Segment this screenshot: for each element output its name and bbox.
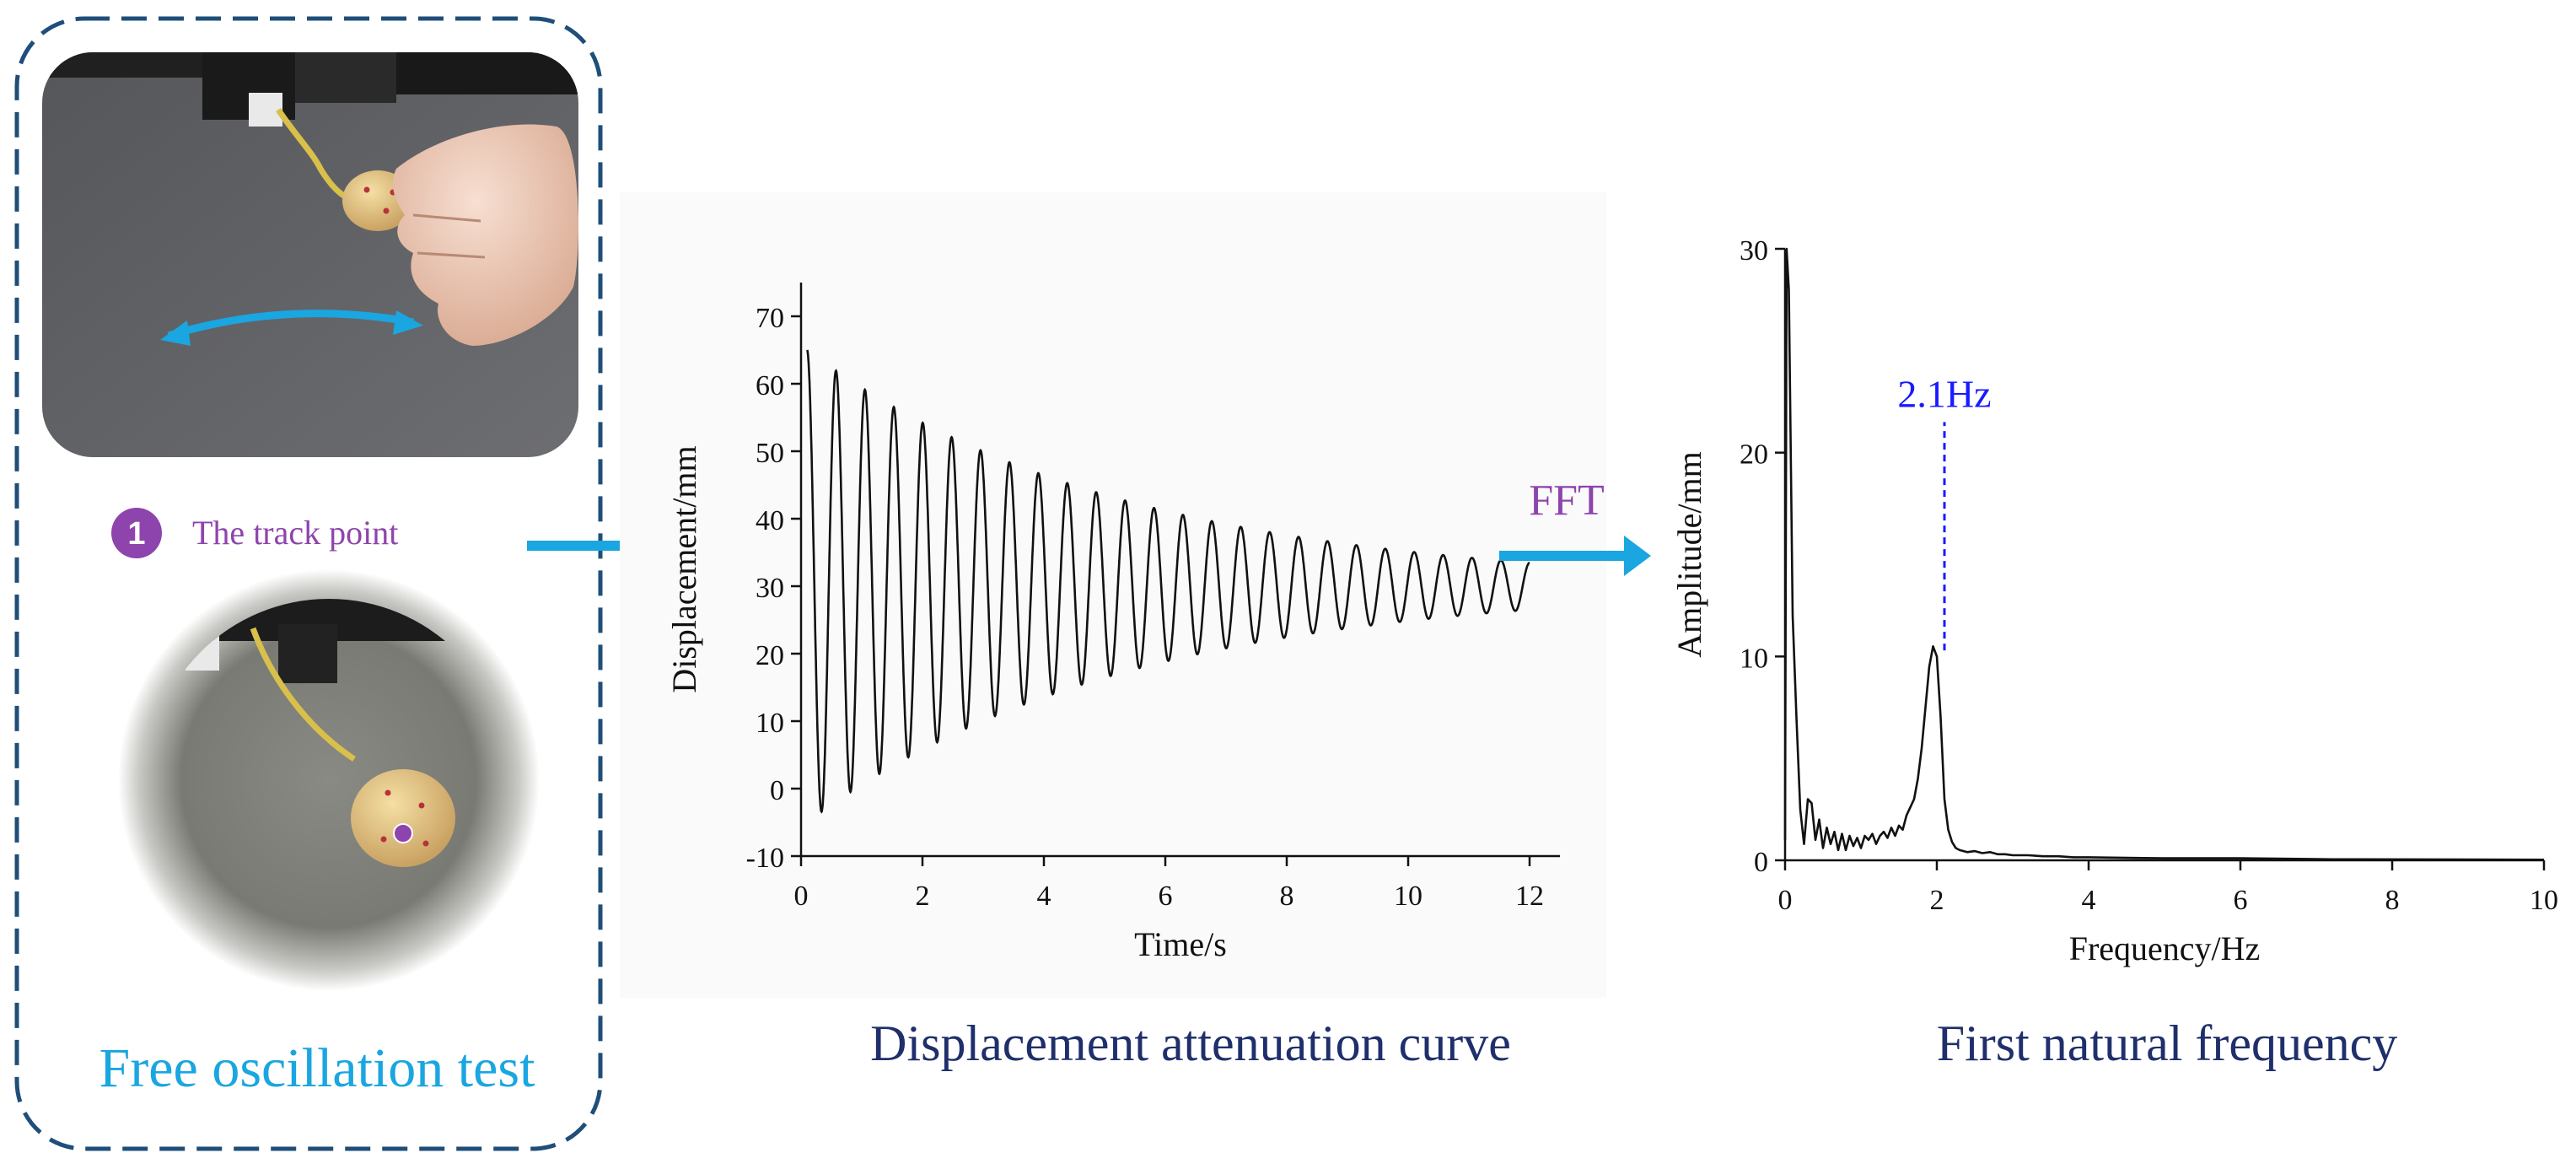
fft-line [1783,247,2545,861]
middle-panel: 0 2 4 6 8 10 12 -10 0 10 20 30 40 50 60 70 Time/s Displac… [620,192,1606,1071]
fft-chart: 0 2 4 6 8 10 0 10 20 30 Frequency/Hz Amplitude/mm 2.… [1670,235,2558,967]
track-point-text: The track point [192,514,398,552]
y-tick-label: 30 [1740,235,1768,267]
right-arrow-icon [1499,536,1651,576]
x-tick-label: 4 [2082,885,2096,916]
track-marker-number: 1 [127,516,145,552]
x-tick-label: 10 [2530,885,2558,916]
track-marker-icon [111,508,162,558]
y-tick-label: 20 [1740,439,1768,471]
double-arrow-icon [160,310,423,346]
y-axis-label: Displacement/mm [665,445,703,692]
y-tick-label: 0 [1754,847,1768,878]
y-tick-label: 10 [756,708,784,739]
bottom-photo [118,569,540,991]
right-caption: First natural frequency [1937,1015,2397,1071]
displacement-chart: 0 2 4 6 8 10 12 -10 0 10 20 30 40 50 60 70 Time/s Displac… [665,283,1560,963]
dashed-border [14,16,603,1151]
x-tick-label: 8 [1280,881,1294,912]
displacement-line [806,349,1530,814]
y-tick-label: 50 [756,438,784,469]
y-tick-label: 0 [770,775,784,806]
y-tick-label: 40 [756,505,784,536]
fft-label: FFT [1529,477,1605,525]
x-tick-label: 2 [916,881,930,912]
x-tick-label: 6 [1159,881,1173,912]
track-point-marker [393,823,413,843]
y-tick-label: -10 [746,843,784,874]
x-axis-label: Frequency/Hz [2069,929,2261,967]
x-tick-label: 8 [2385,885,2400,916]
y-axis-label: Amplitude/mm [1670,451,1708,657]
x-axis-label: Time/s [1134,925,1227,963]
peak-label: 2.1Hz [1897,372,1991,415]
y-tick-label: 60 [756,370,784,401]
x-tick-label: 0 [794,881,809,912]
top-photo [42,52,578,457]
y-tick-label: 70 [756,303,784,334]
y-tick-label: 20 [756,640,784,671]
track-point-label: 1 The track point [111,508,398,558]
x-tick-label: 10 [1394,881,1422,912]
right-panel: 0 2 4 6 8 10 0 10 20 30 Frequency/Hz Amplitude/mm 2.… [1670,235,2558,1071]
x-tick-label: 6 [2234,885,2248,916]
left-panel: 1 The track point Free oscillation test [14,16,603,1151]
y-tick-label: 10 [1740,643,1768,674]
y-tick-label: 30 [756,573,784,604]
x-tick-label: 12 [1515,881,1544,912]
x-tick-label: 2 [1930,885,1944,916]
middle-caption: Displacement attenuation curve [870,1015,1511,1071]
x-tick-label: 4 [1037,881,1051,912]
x-tick-label: 0 [1778,885,1793,916]
left-caption: Free oscillation test [99,1037,535,1099]
